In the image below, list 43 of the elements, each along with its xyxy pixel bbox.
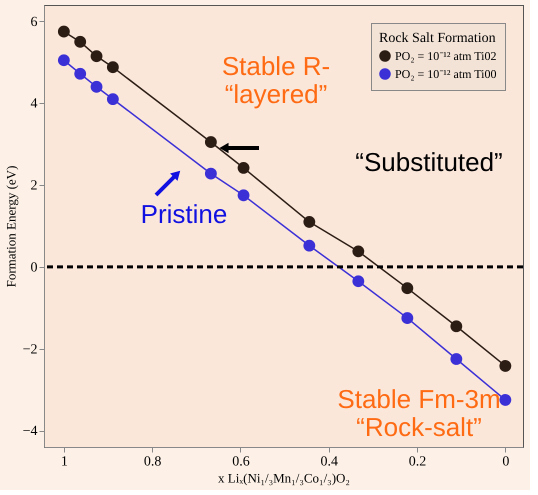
point [450, 353, 462, 365]
point [204, 168, 217, 180]
annotation: Pristine [140, 199, 228, 229]
x-axis-title: x Liₓ(Ni₁/₃Mn₁/₃Co₁/₃)O₂ [218, 470, 350, 486]
point [401, 312, 414, 324]
annotation: “Substituted” [355, 147, 503, 177]
point [106, 61, 119, 74]
point [499, 360, 512, 372]
x-tick-label: 0.8 [144, 454, 162, 470]
point [238, 162, 250, 174]
point [90, 50, 102, 62]
y-tick-label: 6 [30, 14, 38, 30]
legend-title: Rock Salt Formation [379, 31, 496, 46]
x-tick-label: 0.6 [232, 454, 250, 470]
y-tick-label: −4 [22, 424, 38, 440]
y-tick-label: 0 [30, 260, 38, 276]
x-tick-label: 0.2 [408, 454, 426, 470]
y-axis-title: Formation Energy (eV) [4, 166, 19, 288]
annotation: Stable R- “layered” [222, 51, 330, 109]
point [90, 80, 102, 93]
y-tick-label: −2 [22, 342, 38, 358]
point [74, 68, 86, 80]
point [106, 93, 119, 106]
point [303, 240, 316, 252]
legend-label: PO₂ = 10⁻¹² atm Ti00 [395, 67, 497, 81]
point [499, 394, 512, 406]
point [352, 275, 364, 288]
point [238, 189, 250, 202]
point [58, 54, 70, 66]
x-tick-label: 1 [60, 454, 68, 470]
point [58, 26, 70, 38]
point [303, 216, 316, 228]
legend-label: PO₂ = 10⁻¹² atm Ti02 [395, 49, 497, 63]
point [352, 245, 364, 258]
annotation: Stable Fm-3m “Rock-salt” [337, 384, 501, 442]
point [401, 282, 414, 294]
x-tick-label: 0 [502, 454, 510, 470]
point [450, 320, 462, 332]
point [74, 36, 86, 48]
point [204, 136, 217, 148]
y-tick-label: 2 [30, 178, 38, 194]
x-tick-label: 0.4 [320, 454, 338, 470]
y-tick-label: 4 [30, 96, 38, 112]
